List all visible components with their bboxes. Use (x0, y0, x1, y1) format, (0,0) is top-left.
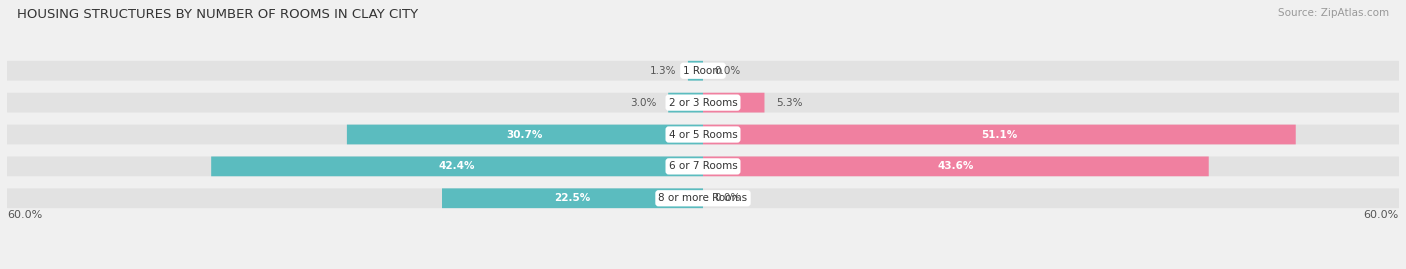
FancyBboxPatch shape (441, 188, 703, 208)
Text: 0.0%: 0.0% (714, 66, 741, 76)
Text: 0.0%: 0.0% (714, 193, 741, 203)
Text: 30.7%: 30.7% (506, 129, 543, 140)
FancyBboxPatch shape (703, 157, 1209, 176)
Text: 8 or more Rooms: 8 or more Rooms (658, 193, 748, 203)
FancyBboxPatch shape (7, 93, 1399, 112)
Text: 51.1%: 51.1% (981, 129, 1018, 140)
Text: 22.5%: 22.5% (554, 193, 591, 203)
Text: 1.3%: 1.3% (650, 66, 676, 76)
FancyBboxPatch shape (668, 93, 703, 112)
FancyBboxPatch shape (7, 157, 1399, 176)
Text: 6 or 7 Rooms: 6 or 7 Rooms (669, 161, 737, 171)
Text: Source: ZipAtlas.com: Source: ZipAtlas.com (1278, 8, 1389, 18)
FancyBboxPatch shape (7, 188, 1399, 208)
FancyBboxPatch shape (703, 93, 765, 112)
Text: 43.6%: 43.6% (938, 161, 974, 171)
Text: 2 or 3 Rooms: 2 or 3 Rooms (669, 98, 737, 108)
Text: 1 Room: 1 Room (683, 66, 723, 76)
FancyBboxPatch shape (688, 61, 703, 81)
Text: 3.0%: 3.0% (630, 98, 657, 108)
Text: 60.0%: 60.0% (7, 210, 42, 220)
Text: 60.0%: 60.0% (1364, 210, 1399, 220)
Text: 42.4%: 42.4% (439, 161, 475, 171)
FancyBboxPatch shape (211, 157, 703, 176)
FancyBboxPatch shape (703, 125, 1296, 144)
FancyBboxPatch shape (7, 61, 1399, 81)
FancyBboxPatch shape (347, 125, 703, 144)
FancyBboxPatch shape (7, 125, 1399, 144)
Text: 4 or 5 Rooms: 4 or 5 Rooms (669, 129, 737, 140)
Text: HOUSING STRUCTURES BY NUMBER OF ROOMS IN CLAY CITY: HOUSING STRUCTURES BY NUMBER OF ROOMS IN… (17, 8, 418, 21)
Text: 5.3%: 5.3% (776, 98, 803, 108)
